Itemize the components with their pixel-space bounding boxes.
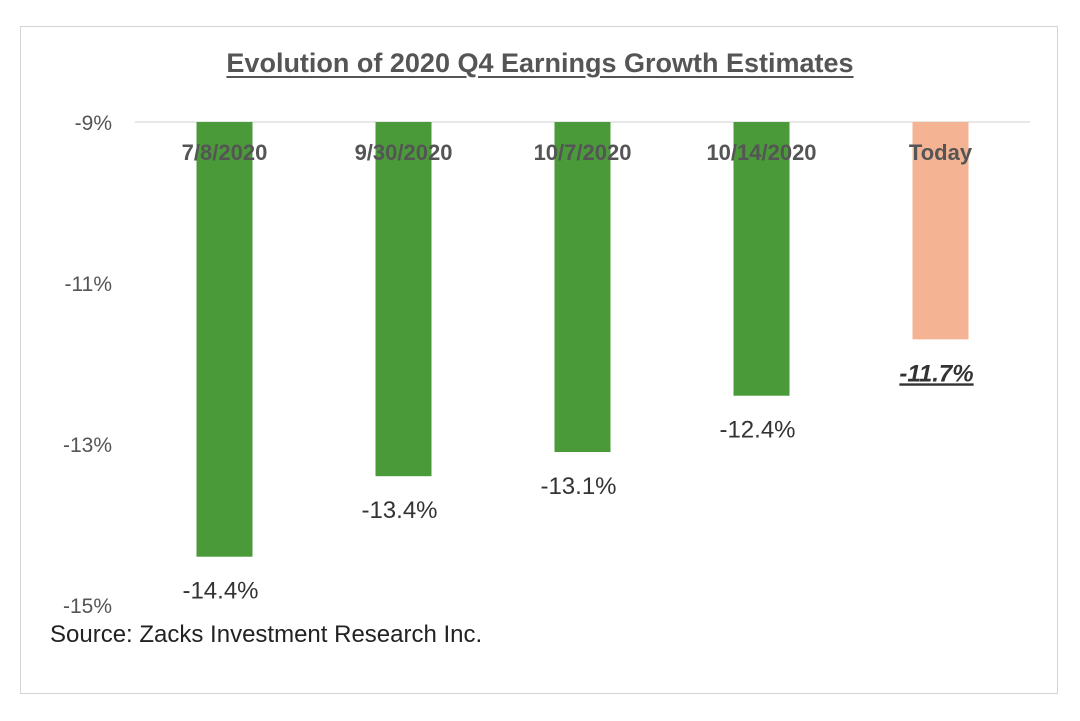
y-tick-label: -15% [63,595,112,618]
data-label: -13.1% [540,473,616,500]
bar [196,122,253,557]
data-label: -14.4% [182,578,258,605]
chart-frame [20,26,1058,694]
data-label: -13.4% [361,497,437,524]
data-label: -11.7% [899,360,973,387]
source-note: Source: Zacks Investment Research Inc. [50,621,483,648]
y-tick-label: -9% [75,112,112,135]
bar [733,122,790,396]
y-tick-label: -11% [65,273,112,296]
x-category-label: Today [909,140,973,165]
chart-title: Evolution of 2020 Q4 Earnings Growth Est… [226,48,854,78]
bar [554,122,611,453]
bar [912,122,969,340]
x-category-label: 10/7/2020 [534,140,632,165]
data-label: -12.4% [719,417,795,444]
x-category-label: 10/14/2020 [706,140,816,165]
bar [375,122,432,477]
y-tick-label: -13% [63,434,112,457]
x-category-label: 9/30/2020 [355,140,453,165]
x-category-label: 7/8/2020 [182,140,268,165]
